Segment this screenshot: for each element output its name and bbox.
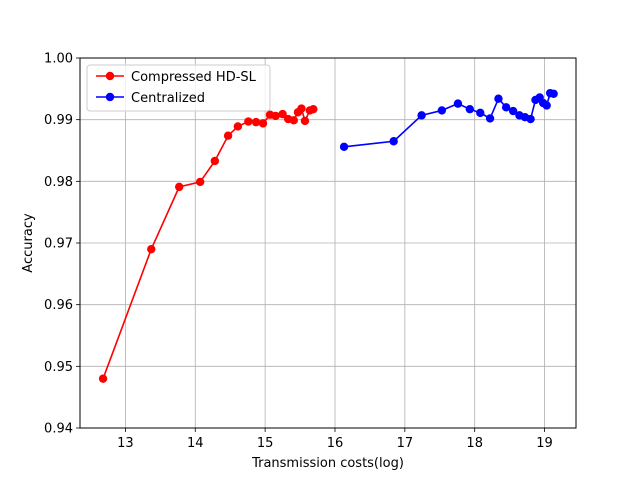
x-axis-title: Transmission costs(log) (251, 456, 404, 471)
series-0-point (289, 116, 298, 125)
series-0-point (300, 116, 310, 126)
series-0-point (233, 122, 243, 131)
series-0-point (223, 131, 233, 140)
y-tick-label: 0.96 (44, 298, 73, 313)
series-0-point (210, 156, 220, 166)
series-0-point (309, 104, 318, 114)
series-1-point (526, 114, 535, 124)
series-0-point (251, 117, 261, 127)
series-1-point (485, 114, 495, 123)
x-tick-label: 17 (397, 436, 414, 451)
series-1-point (417, 111, 426, 120)
series-layer (98, 88, 558, 383)
x-tick-label: 19 (536, 436, 553, 451)
x-tick-label: 14 (187, 436, 204, 451)
series-0-point (147, 244, 156, 254)
series-1-point (476, 108, 485, 118)
series-0-line (102, 107, 314, 379)
y-tick-label: 1.00 (44, 52, 73, 67)
series-0-point (175, 182, 184, 192)
tick-layer: 13 14 15 16 17 18 19 0.94 0.95 0.96 0.97 0.98 0.99 1.… (44, 52, 553, 452)
legend-label-compressed: Compressed HD-SL (131, 70, 257, 85)
x-tick-label: 16 (327, 436, 344, 451)
series-1-point (542, 101, 551, 110)
x-tick-label: 15 (257, 436, 274, 451)
series-0-point (98, 374, 108, 383)
series-1-point (465, 104, 475, 114)
series-1-group (339, 88, 558, 151)
y-axis-title: Accuracy (21, 213, 36, 273)
series-1-point (501, 103, 511, 112)
series-1-point (549, 89, 558, 98)
x-tick-label: 18 (466, 436, 483, 451)
series-0-point (278, 109, 287, 119)
series-0-point (244, 117, 253, 126)
legend-marker-centralized (105, 92, 115, 102)
series-1-point (389, 137, 398, 146)
legend-label-centralized: Centralized (131, 91, 205, 106)
series-1-point (494, 94, 503, 103)
legend: Compressed HD-SL Centralized (86, 64, 271, 112)
y-tick-label: 0.95 (44, 360, 73, 375)
y-tick-label: 0.94 (44, 422, 73, 437)
x-tick-label: 13 (117, 436, 134, 451)
series-0-point (271, 111, 280, 121)
series-1-point (508, 106, 518, 116)
legend-marker-compressed (105, 71, 115, 81)
legend-box (86, 64, 271, 112)
series-0-point (258, 119, 268, 128)
y-tick-label: 0.99 (44, 113, 73, 128)
series-0-group (98, 104, 318, 383)
y-tick-label: 0.98 (44, 175, 73, 190)
series-1-point (339, 142, 349, 151)
series-0-point (195, 177, 205, 187)
series-1-point (453, 99, 463, 108)
series-0-point (297, 104, 306, 113)
y-tick-label: 0.97 (44, 237, 73, 252)
series-1-point (437, 106, 447, 115)
